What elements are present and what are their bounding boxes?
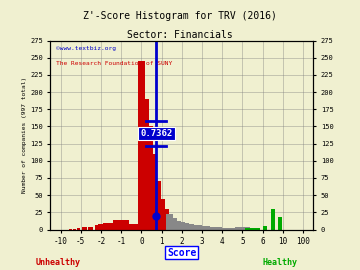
Bar <box>222 228 230 230</box>
Bar <box>190 225 198 230</box>
Bar <box>81 227 87 230</box>
Bar <box>178 222 185 230</box>
Bar <box>202 226 210 229</box>
Bar <box>245 228 260 230</box>
Bar <box>219 228 226 230</box>
Bar <box>278 217 282 230</box>
Text: ©www.textbiz.org: ©www.textbiz.org <box>56 46 116 51</box>
Bar <box>95 225 100 230</box>
Bar <box>174 221 181 229</box>
X-axis label: Score: Score <box>167 248 197 258</box>
Bar <box>88 227 93 229</box>
Bar <box>211 227 218 229</box>
Bar <box>123 224 139 230</box>
Bar <box>215 227 222 230</box>
Bar <box>235 228 242 230</box>
Bar <box>98 224 109 230</box>
Bar <box>146 126 153 230</box>
Bar <box>113 220 129 229</box>
Bar <box>77 228 80 230</box>
Bar <box>170 218 177 230</box>
Bar <box>103 223 119 230</box>
Bar <box>198 226 206 229</box>
Bar <box>207 227 214 229</box>
Bar <box>154 181 161 229</box>
Y-axis label: Number of companies (997 total): Number of companies (997 total) <box>22 77 27 193</box>
Text: Unhealthy: Unhealthy <box>36 258 81 266</box>
Bar <box>271 209 275 230</box>
Bar <box>138 61 145 230</box>
Bar <box>158 198 165 230</box>
Bar <box>166 214 173 230</box>
Text: The Research Foundation of SUNY: The Research Foundation of SUNY <box>56 61 172 66</box>
Bar <box>182 223 189 230</box>
Bar <box>69 229 72 230</box>
Bar <box>231 228 238 230</box>
Bar <box>263 226 267 229</box>
Bar <box>142 99 149 230</box>
Bar <box>150 154 157 230</box>
Bar <box>186 224 194 230</box>
Bar <box>73 229 76 230</box>
Bar <box>235 227 250 230</box>
Bar <box>227 228 234 230</box>
Text: Sector: Financials: Sector: Financials <box>127 30 233 40</box>
Text: Healthy: Healthy <box>263 258 298 266</box>
Bar <box>194 225 202 230</box>
Text: 0.7362: 0.7362 <box>140 129 172 138</box>
Text: Z'-Score Histogram for TRV (2016): Z'-Score Histogram for TRV (2016) <box>83 11 277 21</box>
Bar <box>162 209 169 230</box>
